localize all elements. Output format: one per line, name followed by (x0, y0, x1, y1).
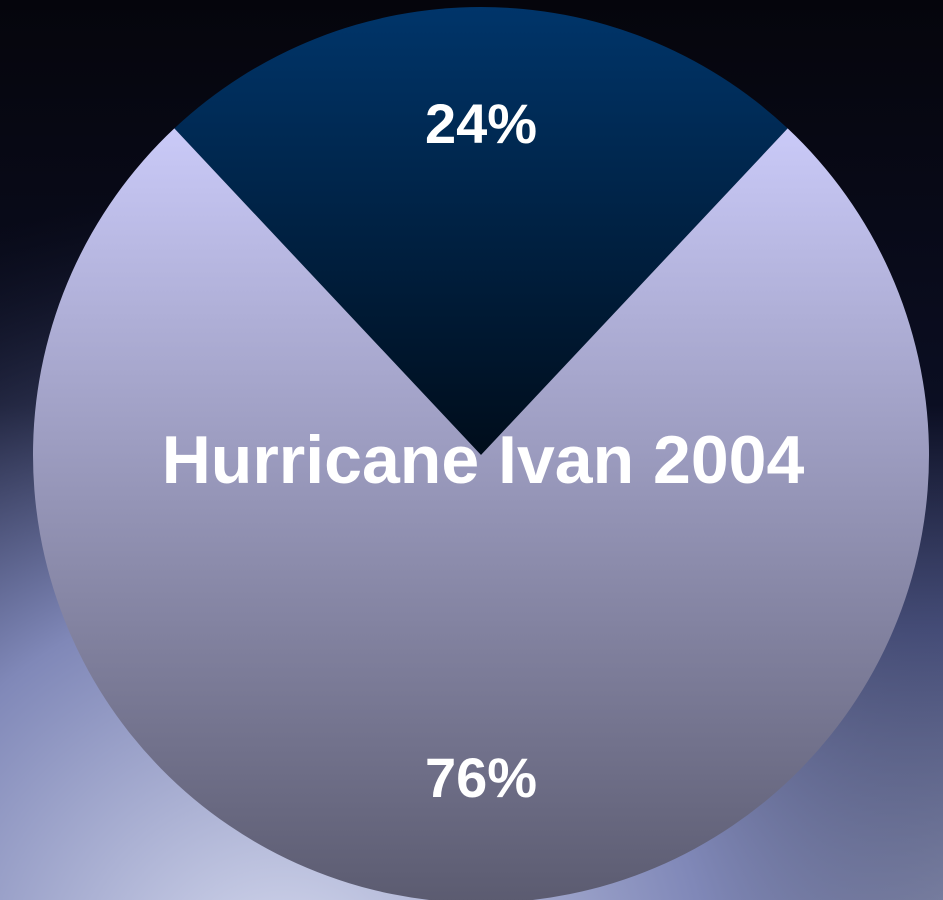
pie-slice (33, 128, 929, 900)
pie (33, 7, 929, 900)
chart-title: Hurricane Ivan 2004 (162, 422, 805, 498)
pie-slice (174, 7, 788, 456)
data-label: 24% (425, 92, 537, 155)
data-label: 76% (425, 746, 537, 809)
